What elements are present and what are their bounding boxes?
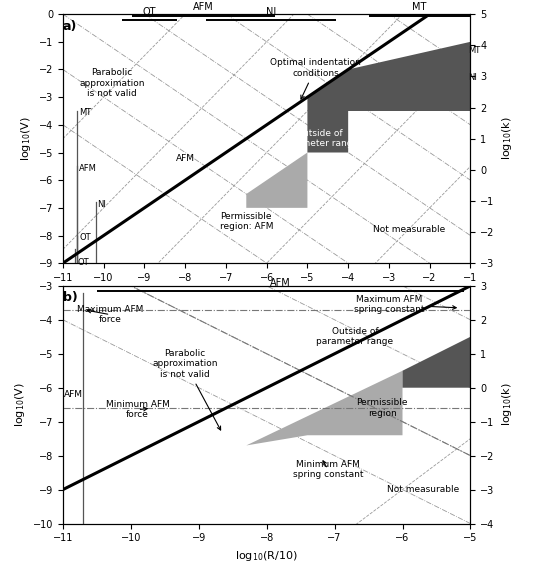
Text: Optimal indentation
conditions: Optimal indentation conditions xyxy=(270,58,361,99)
Text: Parabolic
approximation
is not valid: Parabolic approximation is not valid xyxy=(153,349,220,430)
X-axis label: log$_{10}$(R/10): log$_{10}$(R/10) xyxy=(235,549,298,563)
Polygon shape xyxy=(246,152,307,208)
Text: OT: OT xyxy=(143,7,156,17)
Text: Outside of
parameter range: Outside of parameter range xyxy=(316,327,393,346)
X-axis label: log$_{10}$(R/10): log$_{10}$(R/10) xyxy=(235,289,298,302)
Polygon shape xyxy=(246,371,403,445)
Text: MT: MT xyxy=(412,2,427,12)
Polygon shape xyxy=(307,42,470,152)
Text: Parabolic
approximation
is not valid: Parabolic approximation is not valid xyxy=(79,68,144,98)
Y-axis label: log$_{10}$(k): log$_{10}$(k) xyxy=(500,117,514,160)
Text: AFM: AFM xyxy=(270,277,290,288)
Text: NI: NI xyxy=(97,200,107,208)
Text: NI: NI xyxy=(266,7,276,17)
Text: Not measurable: Not measurable xyxy=(373,225,445,234)
Text: MT: MT xyxy=(468,46,481,55)
Text: NI: NI xyxy=(468,73,477,82)
Y-axis label: log$_{10}$(k): log$_{10}$(k) xyxy=(500,383,514,426)
Text: Outside of
parameter range: Outside of parameter range xyxy=(281,129,358,148)
Text: OT: OT xyxy=(77,258,89,267)
Text: Permissible
region: AFM: Permissible region: AFM xyxy=(219,212,273,231)
Text: AFM: AFM xyxy=(176,153,195,162)
Text: Minimum AFM
spring constant: Minimum AFM spring constant xyxy=(293,460,363,479)
Text: b): b) xyxy=(63,291,78,304)
Y-axis label: log$_{10}$(V): log$_{10}$(V) xyxy=(13,383,27,427)
Text: Maximum AFM
force: Maximum AFM force xyxy=(77,305,144,324)
Y-axis label: log$_{10}$(V): log$_{10}$(V) xyxy=(19,117,33,161)
Text: AFM: AFM xyxy=(79,164,97,173)
Polygon shape xyxy=(403,337,470,388)
Text: Permissible
region: Permissible region xyxy=(357,398,408,418)
Text: Not measurable: Not measurable xyxy=(387,485,459,494)
Text: MT: MT xyxy=(79,108,91,117)
Text: AFM: AFM xyxy=(63,390,83,399)
Text: Maximum AFM
spring constant: Maximum AFM spring constant xyxy=(354,295,456,314)
Text: OT: OT xyxy=(79,233,91,242)
Text: AFM: AFM xyxy=(193,2,214,12)
Text: Minimum AFM
force: Minimum AFM force xyxy=(106,400,170,419)
Text: a): a) xyxy=(63,20,77,33)
